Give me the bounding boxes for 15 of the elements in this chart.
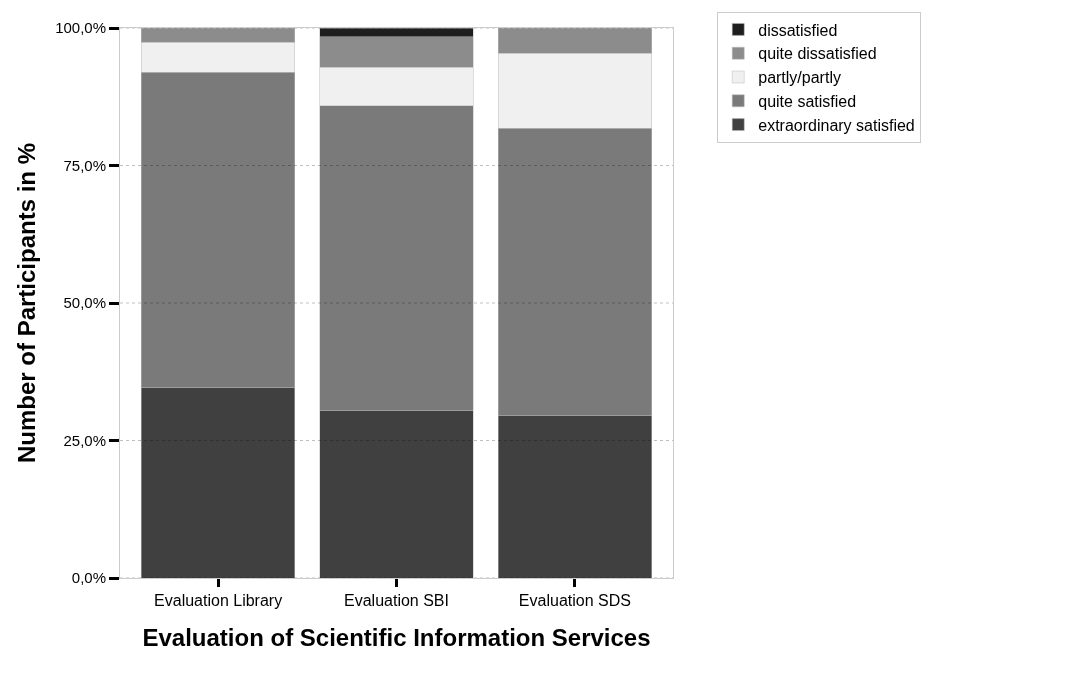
y-axis-title: Number of Participants in % <box>13 142 41 464</box>
y-tick-label: 50,0% <box>63 294 106 312</box>
legend-label: extraordinary satisfied <box>758 116 915 134</box>
x-tick-label: Evaluation SBI <box>344 592 449 610</box>
x-tick-label: Evaluation SDS <box>518 592 631 610</box>
legend-label: quite dissatisfied <box>758 45 877 63</box>
legend-label: partly/partly <box>758 69 841 87</box>
x-tick-label: Evaluation Library <box>154 592 283 610</box>
legend-label: dissatisfied <box>758 21 838 39</box>
y-tick-label: 25,0% <box>63 431 106 449</box>
y-tick-label: 75,0% <box>63 156 106 174</box>
y-tick-label: 0,0% <box>71 569 106 587</box>
legend-label: quite satisfied <box>758 93 857 111</box>
x-axis-title: Evaluation of Scientific Information Services <box>142 623 651 651</box>
y-tick-label: 100,0% <box>55 19 106 37</box>
